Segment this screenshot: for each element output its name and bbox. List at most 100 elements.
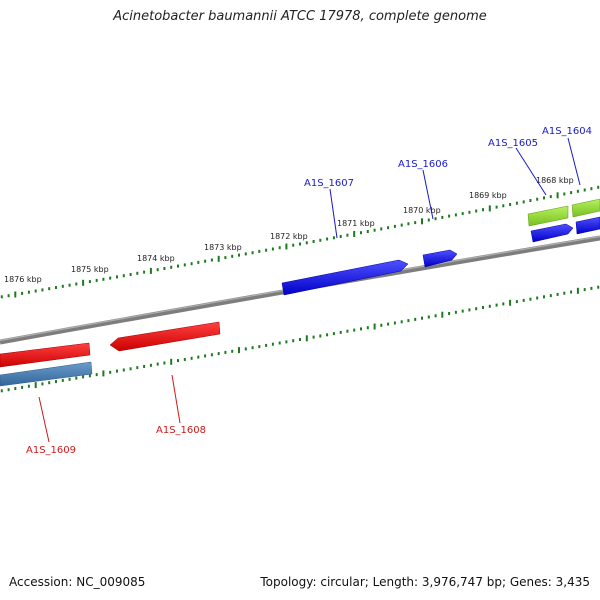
minor-tick <box>563 192 566 196</box>
minor-tick <box>177 359 179 363</box>
minor-tick <box>61 378 64 382</box>
minor-tick <box>380 227 383 231</box>
minor-tick <box>312 335 315 339</box>
minor-tick <box>251 346 254 350</box>
minor-tick <box>522 298 525 302</box>
minor-tick <box>68 377 71 381</box>
gene-label[interactable]: A1S_1606 <box>398 159 448 170</box>
minor-tick <box>339 235 342 238</box>
minor-tick <box>563 291 566 295</box>
leader-a1s-1604 <box>567 137 581 186</box>
forward-gene-track <box>281 198 600 296</box>
major-tick <box>170 358 173 365</box>
minor-tick <box>231 349 234 353</box>
minor-tick <box>190 356 193 360</box>
minor-tick <box>570 290 573 294</box>
minor-tick <box>468 308 471 312</box>
gene-label[interactable]: A1S_1607 <box>304 178 354 189</box>
minor-tick <box>7 388 10 392</box>
gene-label[interactable]: A1S_1608 <box>156 425 206 436</box>
minor-tick <box>488 304 491 308</box>
minor-tick <box>177 264 179 268</box>
minor-tick <box>7 294 10 298</box>
minor-tick <box>468 210 471 214</box>
minor-tick <box>475 307 478 311</box>
minor-tick <box>210 258 213 262</box>
gene-a1s-1608[interactable] <box>109 321 221 352</box>
minor-tick <box>536 197 539 201</box>
accession-text: Accession: NC_009085 <box>9 575 146 589</box>
minor-tick <box>156 362 159 366</box>
minor-tick <box>197 355 200 359</box>
minor-tick <box>400 223 403 227</box>
major-tick <box>305 335 308 342</box>
minor-tick <box>224 350 227 354</box>
minor-tick <box>502 302 505 306</box>
major-tick <box>217 255 220 262</box>
minor-tick <box>400 320 403 324</box>
label-leaders <box>38 137 581 443</box>
tick-label: 1870 kbp <box>403 206 441 215</box>
gene-a1s-1605[interactable] <box>527 205 569 227</box>
minor-tick <box>14 387 17 390</box>
minor-tick <box>454 310 457 314</box>
minor-tick <box>41 288 44 292</box>
minor-tick <box>48 381 51 385</box>
gene-label[interactable]: A1S_1604 <box>542 126 592 137</box>
tick-label: 1875 kbp <box>71 265 109 274</box>
minor-tick <box>21 291 24 295</box>
minor-tick <box>88 374 91 378</box>
major-tick <box>285 243 288 250</box>
minor-tick <box>576 189 579 193</box>
minor-tick <box>204 259 207 263</box>
minor-tick <box>292 339 295 343</box>
map-title: Acinetobacter baumannii ATCC 17978, comp… <box>113 9 487 24</box>
minor-tick <box>143 365 146 368</box>
major-tick <box>238 347 240 354</box>
gene-label[interactable]: A1S_1605 <box>488 138 538 149</box>
gene-a1s-1609[interactable] <box>0 342 91 368</box>
minor-tick <box>543 295 545 299</box>
major-tick <box>421 218 423 225</box>
minor-tick <box>136 366 139 370</box>
minor-tick <box>82 375 85 379</box>
leader-a1s-1608 <box>171 374 181 424</box>
minor-tick <box>495 205 498 209</box>
gene-a1s-1609-cds[interactable] <box>0 361 93 387</box>
gene-a1s-1607[interactable] <box>281 259 409 296</box>
major-tick <box>509 299 512 306</box>
minor-tick <box>448 214 451 218</box>
major-tick <box>34 382 37 389</box>
gene-a1s-1604[interactable] <box>571 198 600 218</box>
minor-tick <box>163 267 166 270</box>
minor-tick <box>41 382 44 386</box>
minor-tick <box>597 285 600 289</box>
tick-label: 1868 kbp <box>536 176 574 185</box>
major-tick <box>353 231 356 237</box>
gene-a1s-1606[interactable] <box>422 249 458 268</box>
gene-label[interactable]: A1S_1609 <box>26 445 76 456</box>
major-tick <box>488 205 491 212</box>
minor-tick <box>475 209 478 213</box>
minor-tick <box>210 353 213 357</box>
minor-tick <box>292 243 295 247</box>
minor-tick <box>312 240 315 243</box>
minor-tick <box>393 321 396 325</box>
leader-a1s-1609 <box>38 396 50 443</box>
minor-tick <box>583 288 586 292</box>
minor-tick <box>299 242 301 246</box>
gene-a1s-1605-cds[interactable] <box>530 223 574 243</box>
gene-a1s-1604-cds[interactable] <box>575 216 600 235</box>
minor-tick <box>482 208 484 212</box>
tick-labels: 1876 kbp 1875 kbp 1874 kbp 1873 kbp 1872… <box>4 176 574 284</box>
minor-tick <box>278 246 281 250</box>
major-tick <box>82 279 85 286</box>
minor-tick <box>278 341 281 345</box>
minor-tick <box>238 253 240 257</box>
minor-tick <box>34 289 37 293</box>
minor-tick <box>305 241 308 245</box>
minor-tick <box>95 373 98 377</box>
minor-tick <box>258 345 261 349</box>
minor-tick <box>217 352 220 356</box>
